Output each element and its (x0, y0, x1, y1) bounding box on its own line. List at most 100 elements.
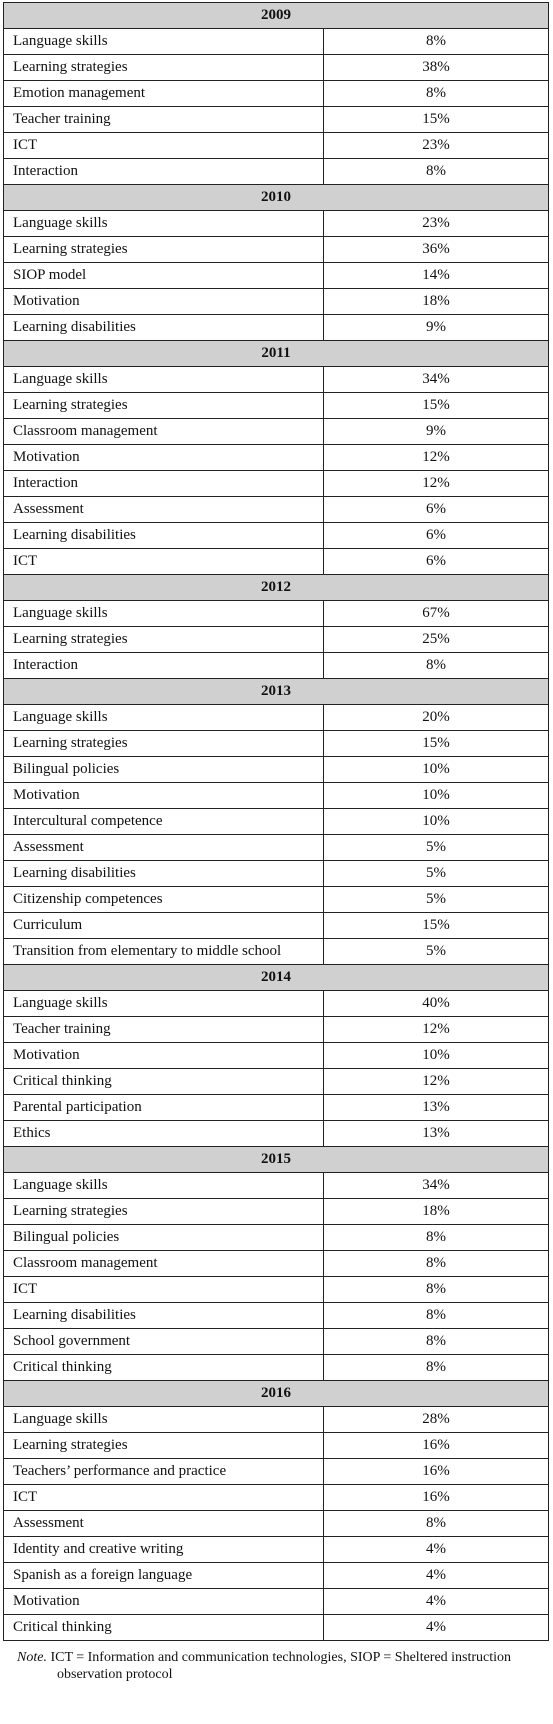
topic-cell: Language skills (3, 210, 324, 237)
percent-cell: 12% (323, 470, 549, 497)
data-row: Learning disabilities 9% (3, 314, 549, 341)
percent-cell: 12% (323, 1068, 549, 1095)
table-body: 2009 Language skills 8% Learning strategies… (3, 2, 549, 1641)
percent-cell: 4% (323, 1562, 549, 1589)
percent-cell: 8% (323, 80, 549, 107)
data-row: Language skills 28% (3, 1406, 549, 1433)
percent-cell: 15% (323, 392, 549, 419)
percent-cell: 14% (323, 262, 549, 289)
percent-cell: 5% (323, 860, 549, 887)
data-row: Learning disabilities 8% (3, 1302, 549, 1329)
percent-cell: 36% (323, 236, 549, 263)
year-header: 2011 (3, 340, 549, 367)
percent-cell: 8% (323, 158, 549, 185)
percent-cell: 23% (323, 210, 549, 237)
topic-cell: Language skills (3, 990, 324, 1017)
data-row: ICT 16% (3, 1484, 549, 1511)
data-row: Language skills 8% (3, 28, 549, 55)
data-row: ICT 23% (3, 132, 549, 159)
topic-cell: Motivation (3, 1042, 324, 1069)
data-row: Emotion management 8% (3, 80, 549, 107)
topic-cell: Learning strategies (3, 54, 324, 81)
data-row: Bilingual policies 8% (3, 1224, 549, 1251)
year-header: 2013 (3, 678, 549, 705)
year-header: 2015 (3, 1146, 549, 1173)
data-row: Learning disabilities 6% (3, 522, 549, 549)
percent-cell: 5% (323, 834, 549, 861)
year-row: 2015 (3, 1146, 549, 1173)
year-header: 2014 (3, 964, 549, 991)
data-row: Learning strategies 38% (3, 54, 549, 81)
topic-cell: Learning strategies (3, 392, 324, 419)
topic-cell: Intercultural competence (3, 808, 324, 835)
topic-cell: Motivation (3, 444, 324, 471)
data-row: Language skills 67% (3, 600, 549, 627)
topic-cell: Interaction (3, 652, 324, 679)
table: 2009 Language skills 8% Learning strategies… (3, 2, 549, 1641)
topic-cell: Bilingual policies (3, 1224, 324, 1251)
topic-cell: Learning strategies (3, 730, 324, 757)
data-row: Interaction 8% (3, 652, 549, 679)
note: Note. ICT = Information and communicatio… (17, 1649, 537, 1683)
data-row: Language skills 34% (3, 1172, 549, 1199)
percent-cell: 67% (323, 600, 549, 627)
percent-cell: 10% (323, 756, 549, 783)
year-row: 2014 (3, 964, 549, 991)
data-row: Classroom management 9% (3, 418, 549, 445)
percent-cell: 8% (323, 28, 549, 55)
percent-cell: 8% (323, 1510, 549, 1537)
percent-cell: 13% (323, 1094, 549, 1121)
topic-cell: Teacher training (3, 1016, 324, 1043)
percent-cell: 4% (323, 1588, 549, 1615)
percent-cell: 16% (323, 1432, 549, 1459)
data-row: Assessment 5% (3, 834, 549, 861)
topic-cell: Identity and creative writing (3, 1536, 324, 1563)
percent-cell: 9% (323, 418, 549, 445)
data-row: Motivation 12% (3, 444, 549, 471)
data-row: Learning strategies 15% (3, 730, 549, 757)
percent-cell: 13% (323, 1120, 549, 1147)
data-row: Motivation 4% (3, 1588, 549, 1615)
topic-cell: Teacher training (3, 106, 324, 133)
percent-cell: 8% (323, 1224, 549, 1251)
topic-cell: Learning disabilities (3, 860, 324, 887)
data-row: Bilingual policies 10% (3, 756, 549, 783)
year-row: 2012 (3, 574, 549, 601)
percent-cell: 34% (323, 366, 549, 393)
year-row: 2009 (3, 2, 549, 29)
topic-cell: Motivation (3, 782, 324, 809)
topic-cell: Assessment (3, 834, 324, 861)
percent-cell: 8% (323, 652, 549, 679)
topic-cell: Language skills (3, 28, 324, 55)
percent-cell: 15% (323, 106, 549, 133)
data-row: School government 8% (3, 1328, 549, 1355)
data-row: Learning strategies 16% (3, 1432, 549, 1459)
topic-cell: School government (3, 1328, 324, 1355)
data-row: Teachers’ performance and practice 16% (3, 1458, 549, 1485)
percent-cell: 10% (323, 1042, 549, 1069)
data-row: Learning strategies 15% (3, 392, 549, 419)
year-header: 2016 (3, 1380, 549, 1407)
percent-cell: 8% (323, 1354, 549, 1381)
topic-cell: Citizenship competences (3, 886, 324, 913)
data-row: ICT 8% (3, 1276, 549, 1303)
data-row: Spanish as a foreign language 4% (3, 1562, 549, 1589)
data-row: Teacher training 12% (3, 1016, 549, 1043)
data-row: Interaction 12% (3, 470, 549, 497)
topic-cell: Transition from elementary to middle sch… (3, 938, 324, 965)
data-row: Curriculum 15% (3, 912, 549, 939)
data-row: Assessment 8% (3, 1510, 549, 1537)
data-row: Classroom management 8% (3, 1250, 549, 1277)
topic-cell: Classroom management (3, 1250, 324, 1277)
note-label: Note. (17, 1650, 47, 1665)
data-row: Learning strategies 18% (3, 1198, 549, 1225)
data-row: Ethics 13% (3, 1120, 549, 1147)
topic-cell: Language skills (3, 1172, 324, 1199)
year-header: 2012 (3, 574, 549, 601)
data-row: Language skills 40% (3, 990, 549, 1017)
topic-cell: ICT (3, 132, 324, 159)
data-row: Identity and creative writing 4% (3, 1536, 549, 1563)
topic-cell: Parental participation (3, 1094, 324, 1121)
data-row: ICT 6% (3, 548, 549, 575)
topic-cell: Assessment (3, 496, 324, 523)
